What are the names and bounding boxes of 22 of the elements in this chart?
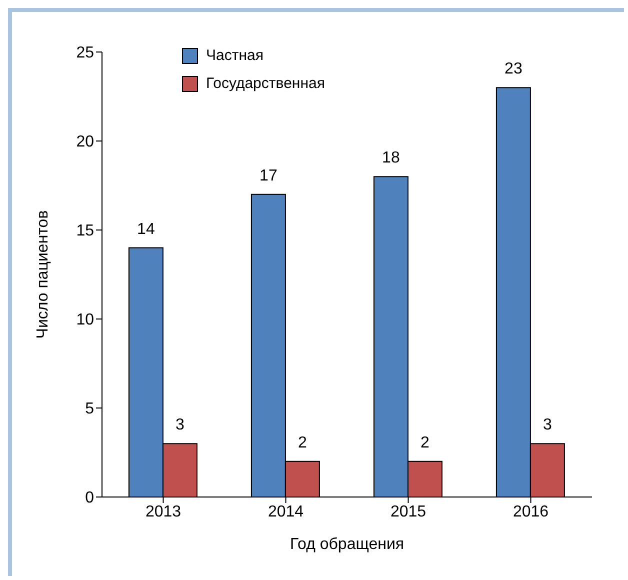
y-tick-label: 5 xyxy=(85,400,94,418)
y-tick-label: 25 xyxy=(76,44,94,62)
data-label: 18 xyxy=(382,150,400,167)
y-tick-label: 15 xyxy=(76,222,94,240)
x-tick-label: 2016 xyxy=(512,503,549,520)
x-axis-title: Год обращения xyxy=(290,536,404,553)
x-tick-label: 2014 xyxy=(268,503,304,520)
y-tick-label: 0 xyxy=(85,490,94,507)
data-label: 17 xyxy=(260,167,278,184)
data-label: 2 xyxy=(298,434,307,452)
data-label: 2 xyxy=(420,434,430,452)
data-label: 3 xyxy=(542,416,552,434)
x-tick-label: 2013 xyxy=(145,503,182,520)
data-label: 14 xyxy=(137,220,155,238)
y-axis-title: Число пациентов xyxy=(34,210,52,339)
legend-label: Государственная xyxy=(206,74,325,94)
legend-label: Частная xyxy=(206,46,264,66)
y-tick-label: 20 xyxy=(76,134,94,151)
data-label: 3 xyxy=(175,416,184,434)
x-tick-label: 2015 xyxy=(390,503,426,520)
data-label: 23 xyxy=(504,60,522,78)
y-tick-label: 10 xyxy=(76,312,94,329)
